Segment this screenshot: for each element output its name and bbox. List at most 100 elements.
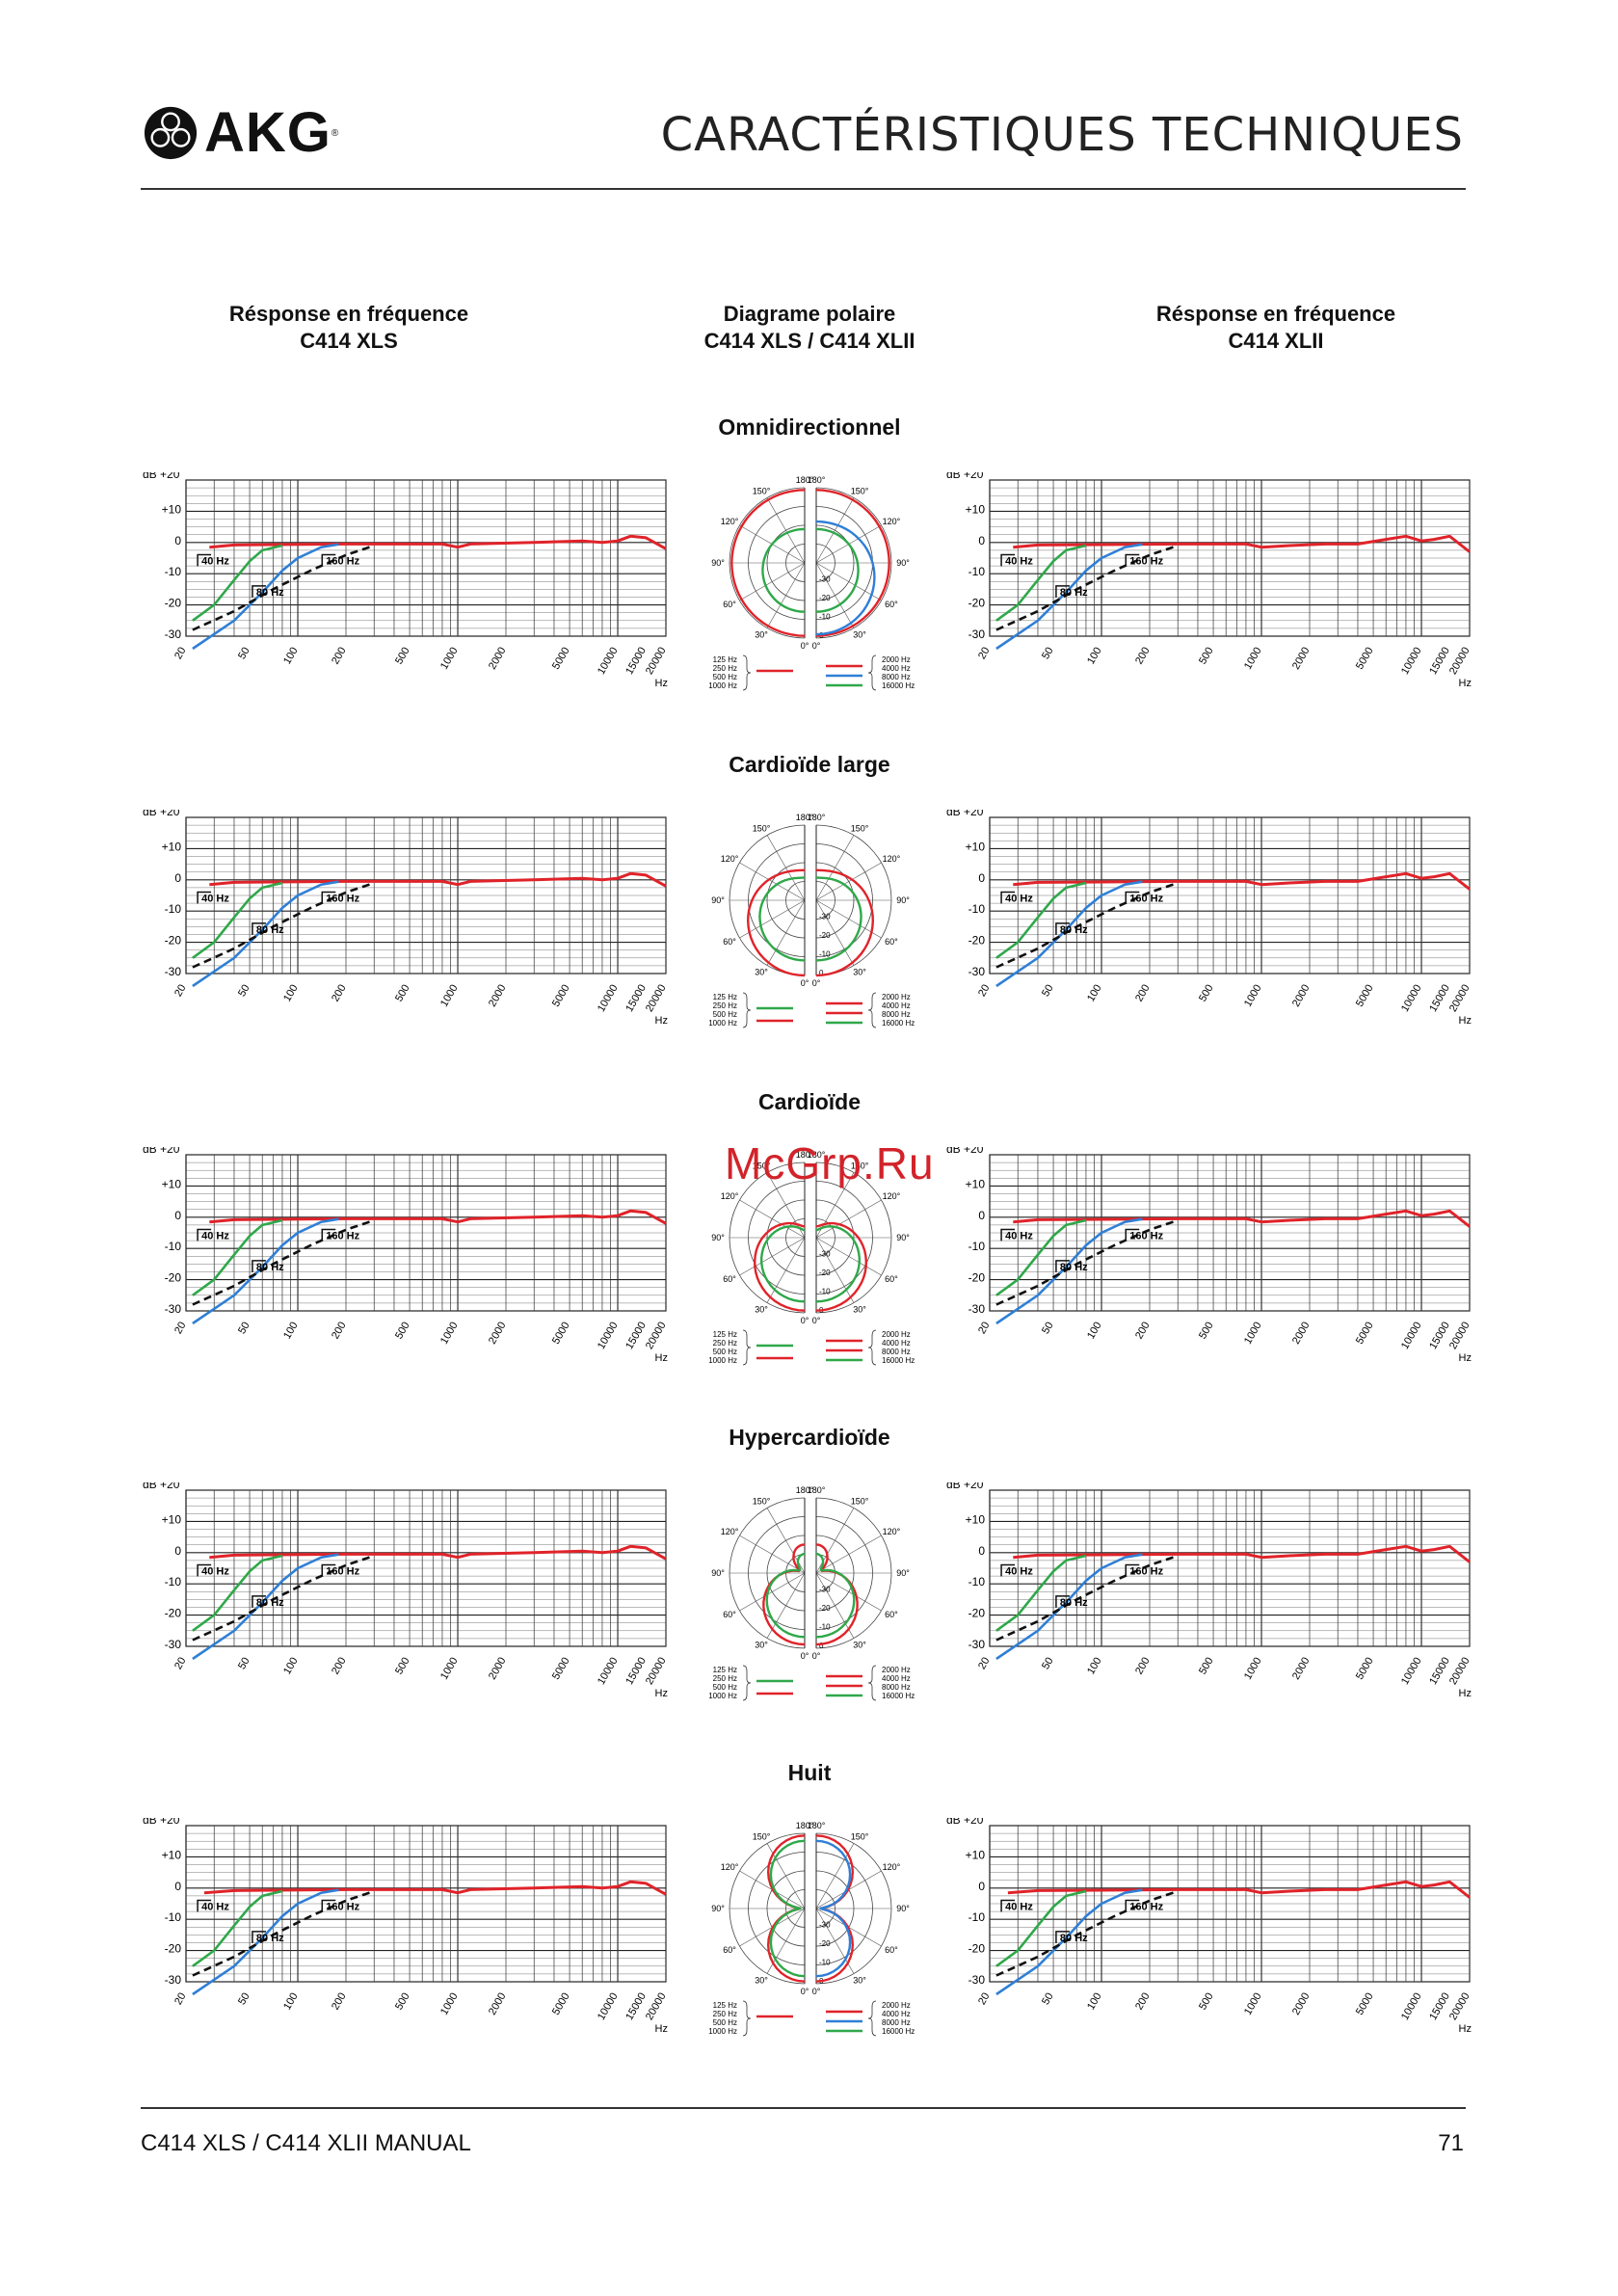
db-tick-label: -20: [968, 1942, 986, 1956]
frequency-tick-label: 20000: [644, 646, 668, 677]
polar-spoke: [739, 1535, 806, 1574]
polar-ring-label: -10: [819, 950, 831, 959]
frequency-tick-label: 500: [1197, 1656, 1216, 1677]
db-tick-label: +10: [966, 1177, 986, 1190]
filter-label-bracket: [252, 585, 266, 598]
polar-spoke: [815, 862, 882, 901]
polar-spoke: [739, 1237, 806, 1276]
polar-legend-label: 1000 Hz: [708, 1019, 737, 1028]
db-tick-label: dB +20: [143, 472, 180, 481]
frequency-tick-label: 20000: [644, 1321, 668, 1351]
section-title: Cardioïde large: [729, 752, 890, 777]
filter-label: 80 Hz: [256, 1933, 284, 1944]
frequency-tick-label: 100: [281, 1656, 301, 1677]
frequency-response-chart-right: dB +20 +10 0 -10 -20 -30 20 50 100 200 500 1000 2000…: [946, 810, 1472, 1099]
polar-angle-label: 120°: [721, 1862, 739, 1872]
db-tick-label: +10: [966, 1848, 986, 1861]
frequency-tick-label: 1000: [1242, 1656, 1264, 1682]
polar-legend-label: 4000 Hz: [882, 1001, 911, 1010]
polar-angle-label: 60°: [723, 937, 736, 947]
frequency-response-svg: dB +20 +10 0 -10 -20 -30 20 50 100 200 500 1000 2000…: [143, 1147, 668, 1364]
legend-brace: [867, 1665, 877, 1701]
akg-emblem-icon: [144, 106, 198, 160]
db-tick-label: 0: [978, 1544, 985, 1558]
filter-label-bracket: [197, 1899, 212, 1912]
frequency-tick-label: 20: [172, 983, 189, 1000]
filter-label: 80 Hz: [1060, 924, 1088, 936]
polar-pattern-low-green: [765, 1552, 806, 1639]
polar-spoke: [815, 899, 882, 939]
response-curve-red: [203, 1880, 667, 1896]
polar-angle-label: 0°: [801, 978, 809, 988]
polar-ring-label: 0: [819, 969, 824, 977]
db-tick-label: 0: [978, 534, 985, 547]
lowcut-80hz-curve: [192, 1217, 339, 1325]
frequency-response-svg: dB +20 +10 0 -10 -20 -30 20 50 100 200 500 1000 2000…: [143, 1482, 668, 1699]
db-tick-label: dB +20: [946, 1818, 984, 1827]
frequency-tick-label: 200: [330, 983, 349, 1004]
frequency-tick-label: 2000: [1290, 646, 1313, 672]
legend-brace: [742, 654, 752, 691]
polar-angle-label: 120°: [883, 517, 901, 526]
response-curve-red: [209, 1209, 667, 1225]
filter-label: 40 Hz: [1005, 555, 1033, 567]
frequency-tick-label: 20000: [1447, 1656, 1472, 1687]
polar-angle-label: 180°: [808, 1150, 826, 1160]
frequency-response-svg: dB +20 +10 0 -10 -20 -30 20 50 100 200 500 1000 2000…: [143, 1818, 668, 2035]
frequency-tick-label: 2000: [1290, 1321, 1313, 1347]
polar-angle-label: 90°: [896, 558, 910, 568]
polar-angle-label: 150°: [851, 1832, 869, 1842]
filter-label: 80 Hz: [1060, 1262, 1088, 1273]
polar-legend-label: 4000 Hz: [882, 664, 911, 673]
filter-label: 40 Hz: [1005, 1230, 1033, 1241]
db-tick-label: dB +20: [946, 810, 984, 818]
legend-brace: [867, 992, 877, 1028]
frequency-unit-label: Hz: [655, 2023, 668, 2035]
filter-label: 40 Hz: [201, 1230, 229, 1241]
polar-ring-label: -30: [819, 913, 831, 921]
db-tick-label: dB +20: [143, 1147, 180, 1156]
db-tick-label: -20: [165, 1607, 182, 1620]
frequency-tick-label: 1000: [1242, 646, 1264, 672]
frequency-tick-label: 20000: [1447, 1991, 1472, 2022]
frequency-response-svg: dB +20 +10 0 -10 -20 -30 20 50 100 200 500 1000 2000…: [143, 472, 668, 689]
frequency-tick-label: 200: [1133, 1321, 1153, 1342]
polar-pattern-low-green: [761, 527, 806, 613]
db-tick-label: -10: [968, 1240, 986, 1253]
polar-spoke: [766, 1572, 806, 1639]
db-tick-label: -10: [165, 1910, 182, 1924]
frequency-unit-label: Hz: [655, 1352, 668, 1364]
frequency-tick-label: 20: [172, 646, 189, 662]
frequency-tick-label: 50: [1040, 646, 1056, 662]
frequency-tick-label: 20: [976, 983, 993, 1000]
frequency-tick-label: 1000: [1242, 983, 1264, 1009]
db-tick-label: -30: [165, 627, 182, 641]
legend-brace: [867, 2000, 877, 2037]
frequency-tick-label: 500: [1197, 1321, 1216, 1342]
frequency-tick-label: 100: [1085, 1991, 1104, 2013]
polar-diagram: 180° 150° 120° 90° 60° 30° 0° 180° 150° 120° 90° 60…: [699, 1484, 920, 1725]
filter-label-bracket: [197, 553, 212, 567]
frequency-unit-label: Hz: [655, 1688, 668, 1699]
lowcut-80hz-curve: [192, 543, 339, 651]
frequency-response-chart-right: dB +20 +10 0 -10 -20 -30 20 50 100 200 500 1000 2000…: [946, 1818, 1472, 2107]
frequency-tick-label: 20: [976, 646, 993, 662]
filter-label-bracket: [1055, 922, 1070, 935]
polar-ring-label: -20: [819, 1604, 831, 1613]
polar-diagram: 180° 150° 120° 90° 60° 30° 0° 180° 150° 120° 90° 60…: [699, 1820, 920, 2061]
polar-angle-label: 60°: [723, 1945, 736, 1955]
filter-label-bracket: [1125, 1228, 1140, 1241]
frequency-response-chart-left: dB +20 +10 0 -10 -20 -30 20 50 100 200 500 1000 2000…: [143, 1818, 668, 2107]
frequency-tick-label: 10000: [596, 1656, 621, 1687]
frequency-tick-label: 50: [1040, 1656, 1056, 1672]
response-curve-red: [209, 1544, 667, 1561]
frequency-tick-label: 10000: [1399, 1991, 1424, 2022]
db-tick-label: 0: [174, 534, 181, 547]
filter-label: 40 Hz: [201, 893, 229, 904]
lowcut-80hz-curve: [192, 880, 339, 988]
polar-angle-label: 90°: [711, 1233, 725, 1242]
polar-angle-label: 30°: [755, 1975, 768, 1985]
column-heading-center: Diagrame polaire C414 XLS / C414 XLII: [617, 301, 1002, 355]
response-curve-red: [1013, 534, 1471, 553]
frequency-tick-label: 20000: [644, 1656, 668, 1687]
